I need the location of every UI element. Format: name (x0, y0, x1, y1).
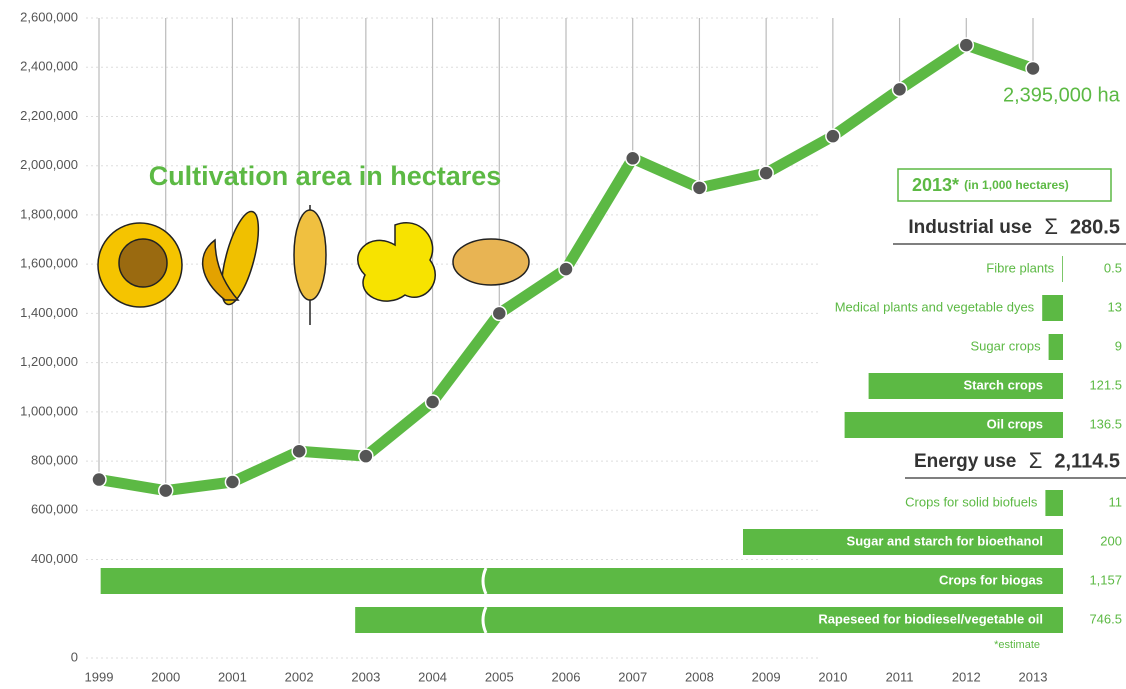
plot: 2,395,000 ha (91, 37, 1121, 499)
bar-label: Crops for solid biofuels (905, 494, 1038, 509)
data-point (691, 180, 708, 196)
panel-subtitle: (in 1,000 hectares) (964, 178, 1069, 192)
data-point (291, 443, 307, 459)
y-tick-label: 400,000 (31, 551, 78, 566)
group-name: Energy use (914, 451, 1016, 472)
bar (1042, 295, 1063, 321)
bar-label: Crops for biogas (939, 572, 1043, 587)
value-label: 136.5 (1089, 416, 1122, 431)
panel-title-box (897, 168, 1112, 202)
x-tick-label: 2003 (351, 669, 380, 684)
bar-label: Sugar and starch for bioethanol (847, 533, 1043, 548)
y-tick-label: 600,000 (31, 502, 78, 517)
value-label: 200 (1100, 533, 1122, 548)
x-tick-label: 2007 (618, 669, 647, 684)
data-point (224, 474, 241, 490)
data-point (758, 165, 774, 181)
chart-title: Cultivation area in hectares (149, 161, 502, 191)
value-label: 0.5 (1104, 260, 1122, 275)
x-tick-label: 2012 (952, 669, 981, 684)
y-tick-label: 1,800,000 (20, 206, 78, 221)
bar-label: Starch crops (964, 377, 1043, 392)
x-tick-label: 2001 (218, 669, 247, 684)
y-tick-label: 1,200,000 (20, 354, 78, 369)
axis-break (481, 606, 488, 634)
x-tick-label: 2002 (285, 669, 314, 684)
x-tick-label: 2004 (418, 669, 447, 684)
annotation: 2,395,000 ha (1003, 85, 1121, 107)
y-tick-label: 2,600,000 (20, 9, 78, 24)
x-tick-label: 2011 (886, 669, 914, 684)
y-tick-label: 2,400,000 (20, 59, 78, 74)
wheat-icon (293, 209, 327, 301)
data-point (491, 305, 508, 322)
value-label: 11 (1109, 494, 1123, 509)
y-tick-label: 1,600,000 (20, 256, 78, 271)
data-point (825, 128, 841, 144)
x-tick-label: 2009 (752, 669, 781, 684)
axis-break (481, 567, 488, 595)
y-tick-label: 1,000,000 (20, 403, 78, 418)
data-point (1025, 60, 1041, 77)
bar (1062, 256, 1063, 282)
panel-year: 2013* (912, 175, 959, 195)
x-tick-label: 1999 (85, 669, 114, 684)
panel-title: 2013* (in 1,000 hectares) (912, 175, 1069, 195)
bar-label: Oil crops (987, 416, 1043, 431)
sunflower-center (118, 238, 168, 288)
bar-label: Medical plants and vegetable dyes (835, 299, 1035, 314)
bar (844, 412, 1063, 438)
bar (1045, 490, 1063, 516)
x-tick-label: 2013 (1019, 669, 1048, 684)
data-point (624, 150, 641, 167)
rapeseed-icon (357, 222, 436, 302)
potato-icon (452, 238, 530, 286)
bar (100, 568, 1063, 594)
value-label: 746.5 (1089, 611, 1122, 626)
value-label: 1,157 (1089, 572, 1122, 587)
bar-label: Sugar crops (971, 338, 1042, 353)
bar-label: Rapeseed for biodiesel/vegetable oil (818, 611, 1043, 626)
y-tick-label: 1,400,000 (20, 305, 78, 320)
data-point (424, 394, 441, 410)
y-tick-label: 2,200,000 (20, 108, 78, 123)
group-name: Industrial use (908, 217, 1032, 238)
corn-icon (220, 210, 260, 306)
x-tick-label: 2000 (151, 669, 180, 684)
value-label: 121.5 (1089, 377, 1122, 392)
bar-panel: 280.5 Σ Industrial use Fibre plants 0.5 Medic… (100, 214, 1126, 651)
data-point (891, 81, 908, 98)
footnote: *estimate (994, 639, 1040, 651)
group-total: 2,114.5 (1054, 450, 1120, 472)
bar (355, 607, 1063, 633)
y-tick-label: 0 (71, 649, 78, 664)
bar (1048, 334, 1063, 360)
data-point (958, 37, 975, 53)
data-point (157, 482, 174, 499)
grid: 0 400,000 600,000 800,000 1,000,000 1,200,000… (20, 9, 1047, 684)
x-tick-label: 2008 (685, 669, 714, 684)
x-tick-label: 2005 (485, 669, 514, 684)
bar (743, 529, 1063, 555)
bar-label: Fibre plants (986, 260, 1054, 275)
y-tick-label: 800,000 (31, 453, 78, 468)
sigma: Σ (1044, 214, 1058, 239)
bar (868, 373, 1063, 399)
corn-leaf (201, 238, 240, 301)
sigma: Σ (1029, 448, 1043, 473)
data-point (558, 261, 574, 277)
y-tick-label: 2,000,000 (20, 157, 78, 172)
x-tick-label: 2006 (552, 669, 581, 684)
data-point (91, 471, 107, 488)
x-tick-label: 2010 (818, 669, 847, 684)
value-label: 9 (1115, 338, 1122, 353)
data-point (358, 448, 374, 464)
crop-icons (97, 205, 530, 325)
value-label: 13 (1108, 299, 1122, 314)
group-total: 280.5 (1070, 216, 1120, 238)
